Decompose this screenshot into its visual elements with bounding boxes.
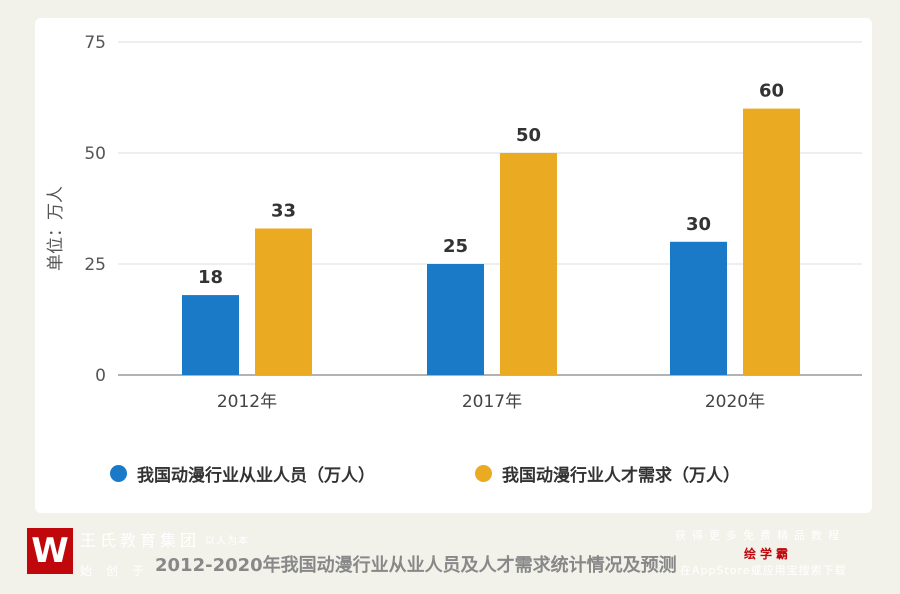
bar (670, 241, 727, 375)
bar-chart: 0 25 50 75 单位：万人 2012年 18 33 2017年 25 50 2020年 30 60 (46, 33, 862, 412)
brand-slogan: 以人为本 (205, 536, 249, 547)
chart-title: 2012-2020年我国动漫行业从业人员及人才需求统计情况及预测 (155, 555, 677, 576)
app-name: 绘学霸 (744, 547, 793, 561)
data-label: 60 (759, 81, 784, 102)
promo-text: 获得更多免费精品教程 (675, 529, 845, 542)
bar (427, 264, 484, 375)
bar (500, 153, 557, 375)
data-label: 18 (198, 267, 223, 288)
bar (255, 228, 312, 375)
y-tick-label: 0 (95, 366, 106, 386)
x-tick-label: 2017年 (462, 392, 522, 412)
legend-label: 我国动漫行业从业人员（万人） (137, 466, 375, 486)
legend-item-demand: 我国动漫行业人才需求（万人） (475, 461, 740, 486)
legend-swatch (475, 465, 492, 482)
legend-swatch (110, 465, 127, 482)
data-label: 25 (443, 236, 468, 257)
bar (743, 108, 800, 375)
y-tick-label: 25 (84, 255, 106, 275)
y-tick-label: 50 (84, 144, 106, 164)
legend-label: 我国动漫行业人才需求（万人） (502, 466, 740, 486)
brand-name: 王氏教育集团 (80, 531, 201, 550)
y-tick-label: 75 (84, 33, 106, 53)
x-tick-label: 2020年 (705, 392, 765, 412)
data-label: 50 (516, 125, 541, 146)
y-axis-label: 单位：万人 (46, 186, 66, 271)
download-text: 在AppStore或应用宝搜索下载 (680, 564, 847, 577)
x-tick-label: 2012年 (217, 392, 277, 412)
data-label: 30 (686, 214, 711, 235)
legend-item-employees: 我国动漫行业从业人员（万人） (110, 461, 375, 486)
bar (182, 295, 239, 375)
chart-card: 0 25 50 75 单位：万人 2012年 18 33 2017年 25 50 2020年 30 60 … (35, 18, 872, 513)
brand-since: 始创于 (80, 564, 159, 578)
brand-logo: W (27, 528, 73, 574)
data-label: 33 (271, 200, 296, 221)
